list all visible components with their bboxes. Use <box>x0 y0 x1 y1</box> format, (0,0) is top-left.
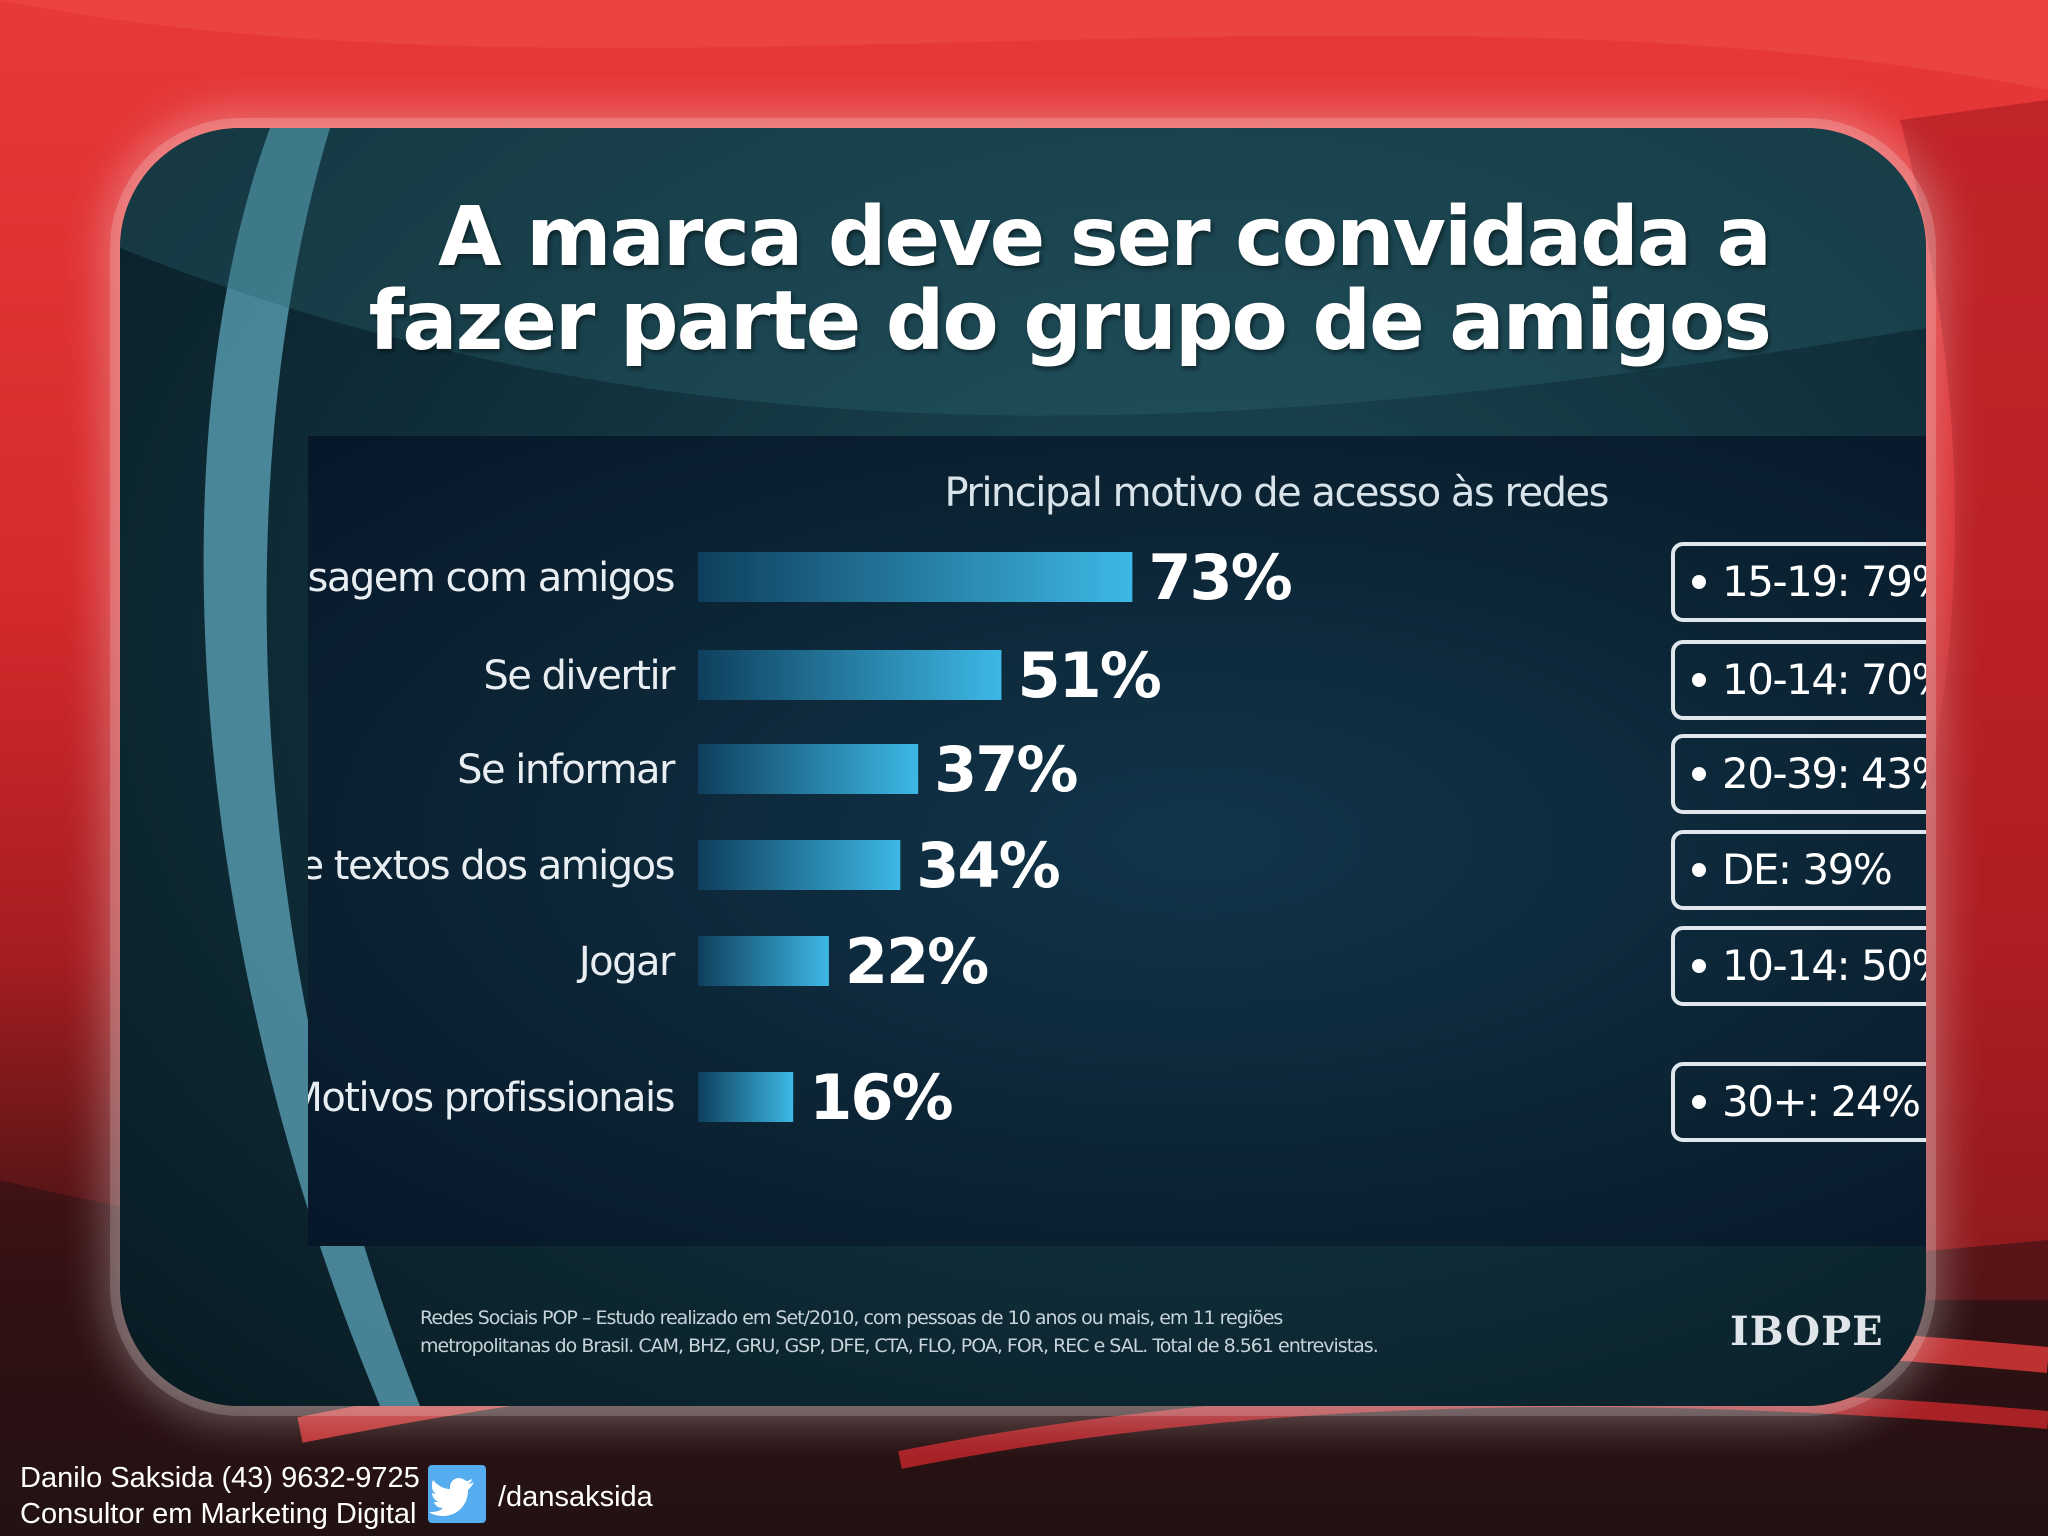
annotation-box <box>1671 830 1926 910</box>
annotation-label: 20-39: 43% <box>1722 749 1926 798</box>
source-line-2: metropolitanas do Brasil. CAM, BHZ, GRU,… <box>420 1335 1379 1357</box>
bullet-icon <box>1692 575 1706 589</box>
annotation-box <box>1671 542 1926 622</box>
bar <box>698 744 919 794</box>
annotation-box <box>1671 734 1926 814</box>
author-line-1: Danilo Saksida (43) 9632-9725 <box>20 1462 420 1494</box>
source-line-1: Redes Sociais POP – Estudo realizado em … <box>420 1307 1283 1329</box>
value-label: 37% <box>934 733 1077 806</box>
bullet-icon <box>1692 1095 1706 1109</box>
twitter-handle[interactable]: /dansaksida <box>498 1481 653 1513</box>
category-label: Motivos profissionais <box>308 1075 674 1121</box>
category-label: Jogar <box>576 939 676 985</box>
slide-title: A marca deve ser convidada a fazer parte… <box>120 190 1772 369</box>
footer-author: Danilo Saksida (43) 9632-9725 Consultor … <box>20 1460 420 1532</box>
category-label: Ver fotos e textos dos amigos <box>308 843 674 889</box>
category-label: Se informar <box>457 747 676 793</box>
bar <box>698 936 829 986</box>
author-line-2: Consultor em Marketing Digital <box>20 1498 417 1530</box>
bar <box>698 552 1133 602</box>
title-line-2: fazer parte do grupo de amigos <box>368 274 1772 369</box>
category-label: Se divertir <box>483 653 676 699</box>
chart-panel: Principal motivo de acesso às redes Troc… <box>308 436 1926 1246</box>
bullet-icon <box>1692 673 1706 687</box>
annotation-box <box>1671 1062 1926 1142</box>
bar <box>698 840 901 890</box>
slide-card: A marca deve ser convidada a fazer parte… <box>120 128 1926 1406</box>
annotation-label: 15-19: 79% <box>1722 557 1926 606</box>
card-swoosh <box>120 128 1926 1406</box>
value-label: 34% <box>916 829 1059 902</box>
value-label: 16% <box>809 1061 952 1134</box>
bar <box>698 1072 794 1122</box>
chart-title: Principal motivo de acesso às redes <box>944 470 1609 516</box>
source-note: Redes Sociais POP – Estudo realizado em … <box>420 1304 1650 1360</box>
value-label: 51% <box>1017 639 1160 712</box>
bar-chart: Trocar mensagem com amigos 73% 15-19: 79% S… <box>308 541 1926 1142</box>
bullet-icon <box>1692 959 1706 973</box>
bar <box>698 650 1002 700</box>
twitter-bird-icon[interactable] <box>428 1465 486 1523</box>
title-line-1: A marca deve ser convidada a <box>438 190 1772 285</box>
bullet-icon <box>1692 863 1706 877</box>
value-label: 22% <box>845 925 988 998</box>
bullet-icon <box>1692 767 1706 781</box>
annotation-label: 10-14: 50% <box>1722 941 1926 990</box>
annotation-label: DE: 39% <box>1722 845 1891 894</box>
annotation-label: 10-14: 70% <box>1722 655 1926 704</box>
annotation-box <box>1671 640 1926 720</box>
annotation-box <box>1671 926 1926 1006</box>
ibope-logo: IBOPE <box>1730 1308 1884 1355</box>
value-label: 73% <box>1148 541 1291 614</box>
category-label: Trocar mensagem com amigos <box>308 555 674 601</box>
annotation-label: 30+: 24% <box>1722 1077 1920 1126</box>
